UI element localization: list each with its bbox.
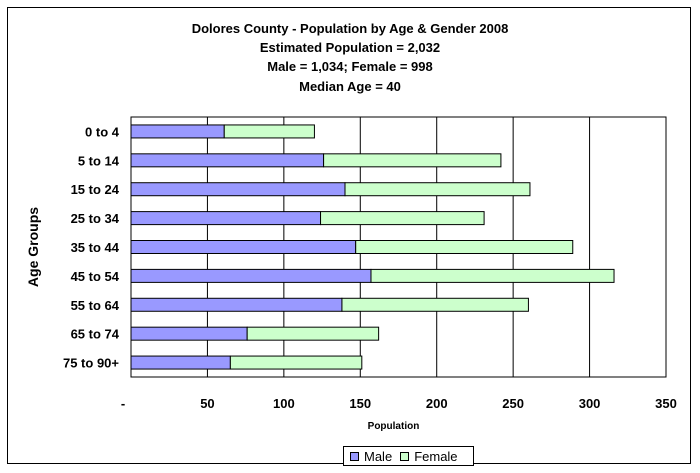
y-axis-title: Age Groups [25,207,41,287]
bar-male-5 [130,240,357,254]
x-tick-label: - [121,396,125,411]
x-tick-label: 250 [502,396,524,411]
legend-item-male: Male [350,449,392,464]
y-tick-labels: 0 to 4 5 to 14 15 to 24 25 to 34 35 to 44 45 … [63,124,120,370]
y-tick-label: 55 to 64 [71,298,120,313]
legend-swatch-male [350,451,359,461]
chart-title: Dolores County - Population by Age & Gen… [192,21,509,94]
legend-label-male: Male [364,448,393,464]
x-tick-label: 50 [200,396,214,411]
y-tick-label: 75 to 90+ [63,356,119,371]
bar-female-6 [370,268,615,283]
bar-female-5 [355,240,574,254]
legend-item-female: Female [400,448,458,464]
legend-label-female: Female [414,448,458,464]
x-axis-title: Population [368,421,420,432]
y-tick-label: 45 to 54 [71,269,120,284]
bar-female-1 [223,124,315,139]
x-tick-label: 150 [349,396,371,411]
chart-title-line-3: Male = 1,034; Female = 998 [267,59,433,74]
x-tick-label: 200 [426,396,448,411]
chart-title-line-2: Estimated Population = 2,032 [260,40,440,55]
chart-title-line-4: Median Age = 40 [299,79,401,94]
bar-male-4 [130,211,322,226]
x-tick-label: 300 [579,396,601,411]
y-tick-label: 25 to 34 [71,211,120,226]
y-tick-label: 15 to 24 [71,182,120,197]
y-tick-label: 35 to 44 [71,240,120,255]
bars [130,124,615,370]
y-tick-label: 5 to 14 [78,153,120,168]
bar-male-7 [130,297,343,312]
x-tick-label: 100 [273,396,295,411]
bar-male-1 [130,124,225,139]
bar-male-2 [130,153,325,168]
bar-female-9 [229,355,363,370]
bar-male-9 [130,355,231,370]
y-tick-label: 65 to 74 [71,327,120,342]
bar-female-7 [341,297,529,312]
bar-female-8 [246,326,380,341]
bar-female-3 [344,182,531,197]
legend: Male Female [343,446,474,466]
x-tick-label: 350 [655,396,677,411]
bar-male-8 [130,326,248,341]
legend-swatch-female [400,451,410,461]
bar-male-3 [130,182,346,197]
bar-female-4 [320,211,485,226]
bar-male-6 [130,268,372,283]
bar-female-2 [323,153,502,168]
x-tick-labels: - 50 100 150 200 250 300 350 [121,396,677,411]
chart-title-line-1: Dolores County - Population by Age & Gen… [192,21,509,36]
chart-frame [7,7,691,464]
y-tick-label: 0 to 4 [85,124,120,139]
